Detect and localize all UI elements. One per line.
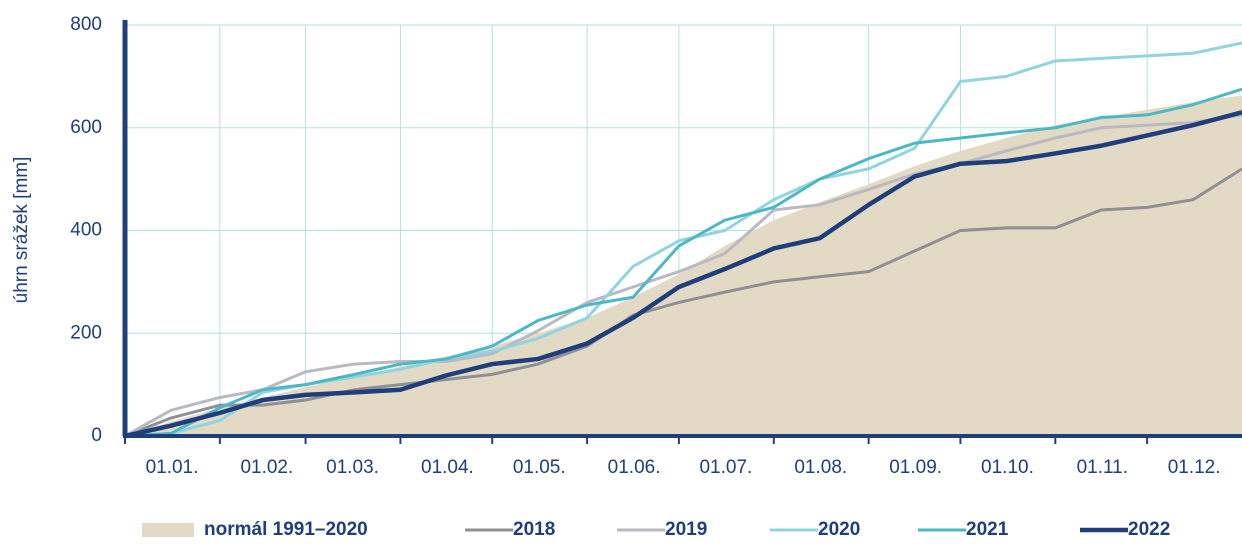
legend-label: 2022 <box>1128 519 1170 540</box>
y-tick-label: 800 <box>70 14 102 35</box>
x-tick-label: 01.01. <box>146 457 199 478</box>
legend-swatch <box>142 523 194 537</box>
legend-label: 2018 <box>513 519 555 540</box>
x-tick-label: 01.11. <box>1077 457 1128 478</box>
legend-label: 2021 <box>966 519 1009 540</box>
line <box>124 87 1242 438</box>
x-tick-label: 01.05. <box>513 457 566 478</box>
x-tick-label: 01.02. <box>240 457 293 478</box>
x-tick-label: 01.12. <box>1168 457 1221 478</box>
legend-label: normál 1991–2020 <box>204 519 368 540</box>
y-tick-label: 400 <box>70 220 102 241</box>
legend-label: 2019 <box>665 519 707 540</box>
x-tick-label: 01.07. <box>699 457 752 478</box>
line <box>124 110 1242 439</box>
x-tick-label: 01.06. <box>608 457 661 478</box>
y-tick-label: 0 <box>91 425 102 446</box>
y-tick-label: 200 <box>70 322 102 343</box>
x-tick-label: 01.08. <box>794 457 847 478</box>
y-axis-label: úhrn srážek [mm] <box>11 157 32 304</box>
x-tick-label: 01.03. <box>326 457 379 478</box>
x-tick-label: 01.09. <box>889 457 942 478</box>
y-tick-label: 600 <box>70 117 102 138</box>
legend-label: 2020 <box>818 519 860 540</box>
line <box>124 113 1242 438</box>
x-tick-label: 01.10. <box>981 457 1034 478</box>
area <box>125 95 1242 436</box>
line <box>124 167 1242 438</box>
x-tick-label: 01.04. <box>421 457 474 478</box>
